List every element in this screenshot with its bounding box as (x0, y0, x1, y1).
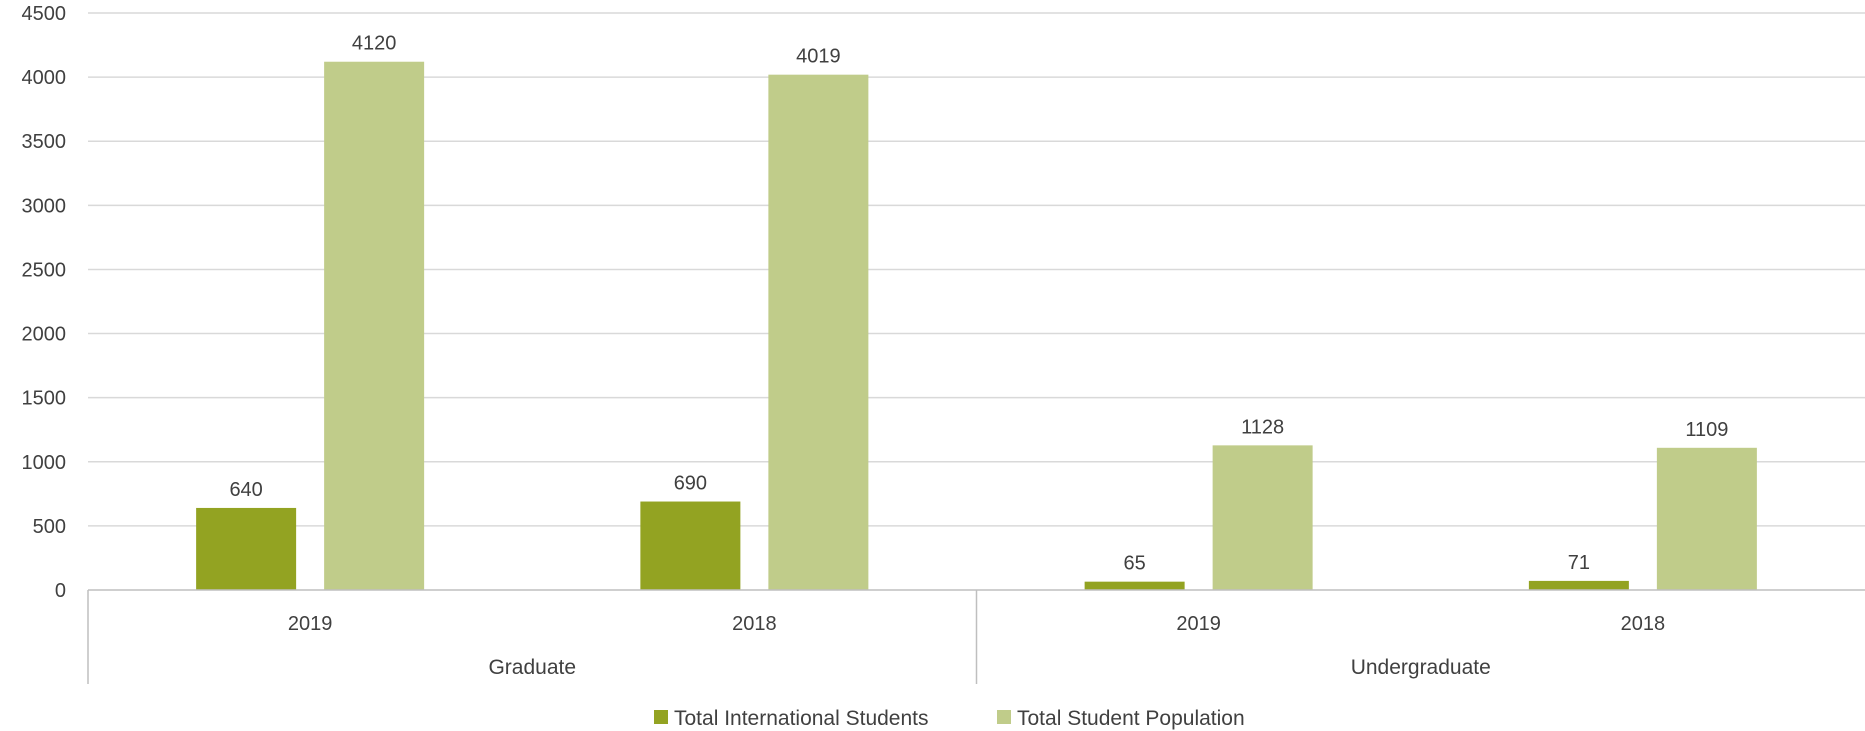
bar (196, 507, 297, 590)
data-label: 71 (1568, 552, 1590, 574)
bar (1528, 580, 1629, 590)
legend-swatch (654, 710, 668, 724)
legend-label: Total International Students (674, 707, 929, 730)
group-label: Graduate (488, 656, 576, 679)
y-tick-label: 500 (33, 516, 66, 538)
data-label: 690 (674, 473, 707, 495)
data-label: 65 (1124, 553, 1146, 575)
data-label: 640 (229, 479, 262, 501)
data-label: 1109 (1685, 419, 1728, 441)
y-tick-label: 1500 (22, 388, 67, 410)
bar (1212, 445, 1313, 590)
bar (1084, 581, 1185, 590)
y-tick-label: 4000 (22, 67, 67, 89)
y-tick-label: 3000 (22, 195, 67, 217)
y-tick-label: 2000 (22, 324, 67, 346)
data-label: 1128 (1241, 416, 1284, 438)
x-tick-label: 2018 (1621, 613, 1666, 635)
bar (324, 61, 425, 591)
group-label: Undergraduate (1351, 656, 1491, 679)
x-axis: 2019 2018 2019 2018 Graduate Undergraduate (87, 589, 1865, 684)
y-tick-label: 1000 (22, 452, 67, 474)
bars (196, 61, 1757, 591)
y-tick-label: 2500 (22, 259, 67, 281)
legend-label: Total Student Population (1017, 707, 1245, 730)
y-tick-label: 4500 (22, 3, 67, 25)
bar (640, 501, 741, 590)
y-tick-label: 3500 (22, 131, 67, 153)
y-axis-ticks: 0 500 1000 1500 2000 2500 3000 3500 4000 4500 (22, 3, 67, 602)
bar (768, 74, 869, 591)
y-tick-label: 0 (55, 580, 66, 602)
x-tick-label: 2019 (1176, 613, 1221, 635)
data-label: 4019 (796, 46, 841, 68)
legend: Total International Students Total Studen… (654, 707, 1245, 730)
data-labels: 640 4120 690 4019 65 1128 71 1109 (229, 33, 1728, 575)
legend-swatch (997, 710, 1011, 724)
data-label: 4120 (352, 33, 397, 55)
bar (1656, 447, 1757, 590)
x-tick-label: 2018 (732, 613, 777, 635)
x-tick-label: 2019 (288, 613, 333, 635)
